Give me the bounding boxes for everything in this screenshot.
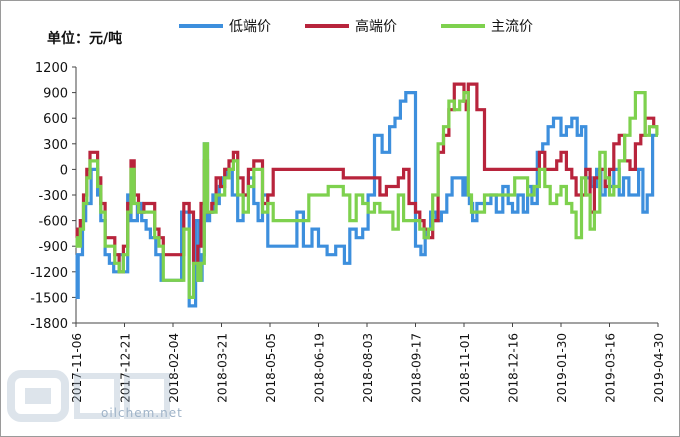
x-tick-label: 2018-09-17 [410, 333, 424, 403]
legend-label-low: 低端价 [229, 19, 271, 35]
x-tick-label: 2018-03-21 [216, 333, 230, 403]
y-tick-label: 300 [43, 138, 68, 153]
chart-axes: 1200 900 600 300 0 -300 -600 -900 -1200 -1500 -180… [30, 61, 666, 403]
series-line-1 [75, 82, 658, 274]
y-tick-label: 600 [43, 112, 68, 127]
y-tick-label: -600 [38, 215, 68, 230]
watermark-text: oilchem.net [101, 406, 183, 420]
y-tick-label: -300 [38, 189, 68, 204]
x-tick-label: 2019-04-30 [652, 333, 666, 403]
x-tick-label: 2018-06-19 [313, 333, 327, 403]
x-tick-label: 2017-12-21 [119, 333, 133, 403]
y-tick-label: 900 [43, 87, 68, 102]
series-line-2 [75, 91, 659, 299]
y-tick-label: 1200 [35, 61, 68, 76]
x-tick-label: 2019-03-16 [604, 333, 618, 403]
series-layer [75, 82, 659, 308]
watermark-logo [7, 370, 170, 422]
y-tick-label: -1200 [30, 266, 68, 281]
legend-item-low: 低端价 [179, 15, 271, 37]
legend-item-high: 高端价 [305, 15, 397, 37]
x-tick-label: 2018-11-01 [458, 333, 472, 403]
legend-item-main: 主流价 [441, 15, 533, 37]
x-tick-label: 2018-12-16 [507, 333, 521, 403]
legend-swatch-main [441, 24, 485, 28]
legend-swatch-high [305, 24, 349, 28]
x-tick-label: 2018-05-05 [264, 333, 278, 403]
series-line-0 [75, 91, 658, 308]
x-tick-label: 2019-01-30 [555, 333, 569, 403]
y-tick-label: -1800 [30, 317, 68, 332]
legend-label-high: 高端价 [355, 19, 397, 35]
x-tick-label: 2018-08-03 [361, 333, 375, 403]
y-tick-label: -900 [38, 240, 68, 255]
legend-label-main: 主流价 [491, 19, 533, 35]
x-tick-label: 2018-02-04 [167, 333, 181, 403]
y-tick-label: 0 [60, 163, 68, 178]
legend-swatch-low [179, 24, 223, 28]
x-tick-label: 2017-11-06 [70, 333, 84, 403]
y-tick-label: -1500 [30, 291, 68, 306]
unit-label: 单位：元/吨 [47, 31, 123, 47]
